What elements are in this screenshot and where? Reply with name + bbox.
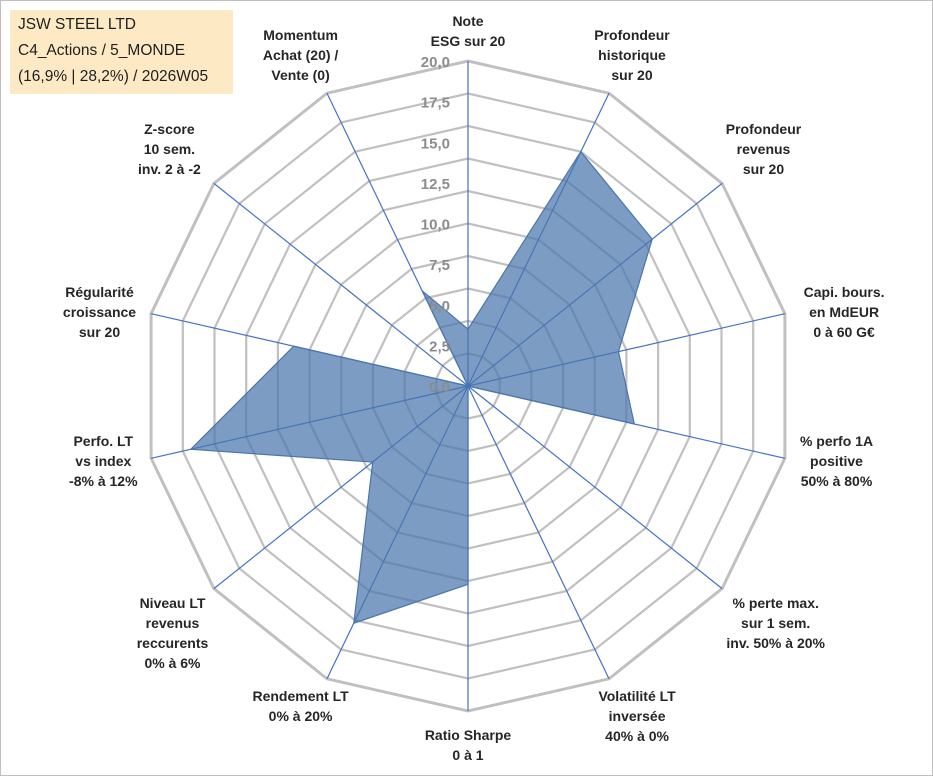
axis-label: Régularité croissance sur 20 <box>10 282 190 342</box>
axis-label-line: Régularité <box>65 283 134 300</box>
radial-tick-label: 5,0 <box>429 298 450 315</box>
axis-label-line: Note <box>452 13 484 29</box>
axis-label: Z-score 10 sem. inv. 2 à -2 <box>79 119 259 179</box>
axis-label: Profondeur revenus sur 20 <box>674 119 854 179</box>
axis-label-line: vs index <box>75 452 132 469</box>
axis-label: Profondeur historique sur 20 <box>542 25 722 85</box>
axis-label-line: revenus <box>145 614 200 631</box>
radial-tick-label: 10,0 <box>421 217 450 234</box>
axis-label-line: sur 20 <box>611 66 653 83</box>
axis-label-line: en MdEUR <box>809 303 880 320</box>
radial-tick-label: 12,5 <box>421 176 450 193</box>
axis-label-line: 50% à 80% <box>800 472 873 489</box>
axis-label-line: croissance <box>62 303 137 320</box>
axis-label-line: Profondeur <box>594 26 670 43</box>
radial-tick-label: 15,0 <box>421 135 450 152</box>
radial-tick-label: 20,0 <box>421 54 450 71</box>
axis-label-line: 0 à 60 G€ <box>813 323 875 340</box>
axis-label-line: inv. 2 à -2 <box>138 161 201 178</box>
axis-label: Momentum Achat (20) / Vente (0) <box>211 25 391 85</box>
axis-label: Ratio Sharpe 0 à 1 <box>378 725 558 765</box>
axis-label-line: historique <box>598 46 666 63</box>
radial-tick-label: 0,0 <box>429 379 450 396</box>
axis-label-line: revenus <box>736 141 791 158</box>
axis-label-line: Niveau LT <box>139 594 206 611</box>
axis-label-line: sur 20 <box>742 161 785 178</box>
radial-tick-label: 7,5 <box>429 257 450 274</box>
title-company: JSW STEEL LTD <box>18 16 136 33</box>
axis-spoke <box>467 385 723 590</box>
title-universe: C4_Actions / 5_MONDE <box>18 42 186 59</box>
axis-label: Rendement LT 0% à 20% <box>211 686 391 726</box>
axis-label: Note ESG sur 20 <box>378 11 558 51</box>
axis-label-line: positive <box>810 452 863 469</box>
axis-label-line: Profondeur <box>725 121 802 138</box>
chart-title-box: JSW STEEL LTD C4_Actions / 5_MONDE (16,9… <box>10 10 233 94</box>
axis-label-line: 0 à 1 <box>452 747 484 763</box>
axis-label-line: sur 20 <box>78 323 121 340</box>
axis-label-line: Z-score <box>144 121 195 138</box>
axis-spoke <box>213 182 469 387</box>
axis-spoke <box>467 385 610 680</box>
axis-label: % perte max. sur 1 sem. inv. 50% à 20% <box>686 593 866 653</box>
axis-label-line: Vente (0) <box>271 66 330 83</box>
title-stats: (16,9% | 28,2%) / 2026W05 <box>18 68 209 85</box>
axis-label-line: -8% à 12% <box>69 472 138 489</box>
axis-label-line: % perte max. <box>732 594 819 611</box>
radial-tick-label: 2,5 <box>429 338 450 355</box>
axis-label: Niveau LT revenus reccurents 0% à 6% <box>83 593 263 673</box>
axis-label: Volatilité LT inversée 40% à 0% <box>547 686 727 746</box>
axis-label-line: Rendement LT <box>252 687 349 704</box>
axis-label-line: Momentum <box>263 26 338 43</box>
axis-label-line: % perfo 1A <box>799 432 874 449</box>
axis-label-line: inversée <box>608 707 666 724</box>
radial-tick-label: 17,5 <box>421 95 450 112</box>
axis-label-line: Capi. bours. <box>803 283 885 300</box>
axis-label-line: ESG sur 20 <box>430 33 506 49</box>
axis-label-line: Ratio Sharpe <box>424 727 512 743</box>
axis-label-line: 0% à 6% <box>144 654 201 671</box>
axis-label-line: sur 1 sem. <box>741 614 811 631</box>
series-area <box>189 150 653 625</box>
axis-label-line: reccurents <box>136 634 209 651</box>
axis-label-line: inv. 50% à 20% <box>726 634 825 651</box>
axis-label-line: Achat (20) / <box>262 46 339 63</box>
axis-label-line: 10 sem. <box>143 141 196 158</box>
axis-label-line: Volatilité LT <box>598 687 676 704</box>
axis-label-line: Perfo. LT <box>73 432 134 449</box>
axis-label-line: 40% à 0% <box>605 727 669 744</box>
axis-label: Capi. bours. en MdEUR 0 à 60 G€ <box>754 282 933 342</box>
axis-label-line: 0% à 20% <box>268 707 333 724</box>
axis-label: Perfo. LT vs index -8% à 12% <box>13 431 193 491</box>
axis-label: % perfo 1A positive 50% à 80% <box>747 431 927 491</box>
